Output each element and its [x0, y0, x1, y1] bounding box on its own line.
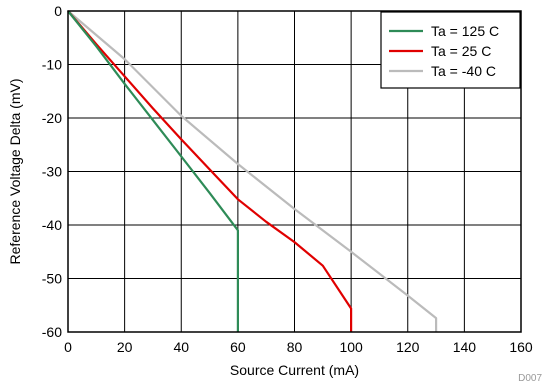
- y-tick-labels: 0 -10 -20 -30 -40 -50 -60: [42, 3, 62, 340]
- x-axis-label: Source Current (mA): [230, 362, 359, 378]
- x-tick-label: 40: [173, 339, 189, 355]
- legend-entry: Ta = -40 C: [431, 63, 496, 79]
- legend-entry: Ta = 25 C: [431, 43, 491, 59]
- series-line: [67, 10, 239, 332]
- x-tick-label: 100: [339, 339, 363, 355]
- x-tick-label: 20: [117, 339, 133, 355]
- y-axis-label: Reference Voltage Delta (mV): [7, 79, 23, 265]
- x-tick-label: 80: [287, 339, 303, 355]
- grid: [67, 10, 522, 333]
- y-tick-label: -40: [42, 217, 62, 233]
- y-tick-label: -20: [42, 110, 62, 126]
- y-tick-label: -30: [42, 164, 62, 180]
- figure-code: D007: [518, 373, 542, 384]
- y-tick-label: 0: [54, 3, 62, 19]
- legend: Ta = 125 C Ta = 25 C Ta = -40 C: [380, 11, 521, 89]
- x-tick-label: 0: [64, 339, 72, 355]
- series-group: [67, 10, 438, 332]
- legend-entry: Ta = 125 C: [431, 23, 499, 39]
- y-tick-label: -50: [42, 271, 62, 287]
- y-tick-label: -60: [42, 324, 62, 340]
- series-line: [67, 10, 353, 332]
- plot-frame: [67, 10, 522, 333]
- series-line: [67, 10, 438, 332]
- x-tick-label: 120: [396, 339, 420, 355]
- x-tick-label: 160: [509, 339, 533, 355]
- x-tick-labels: 0 20 40 60 80 100 120 140 160: [64, 339, 533, 355]
- y-tick-label: -10: [42, 57, 62, 73]
- x-tick-label: 140: [453, 339, 477, 355]
- x-tick-label: 60: [230, 339, 246, 355]
